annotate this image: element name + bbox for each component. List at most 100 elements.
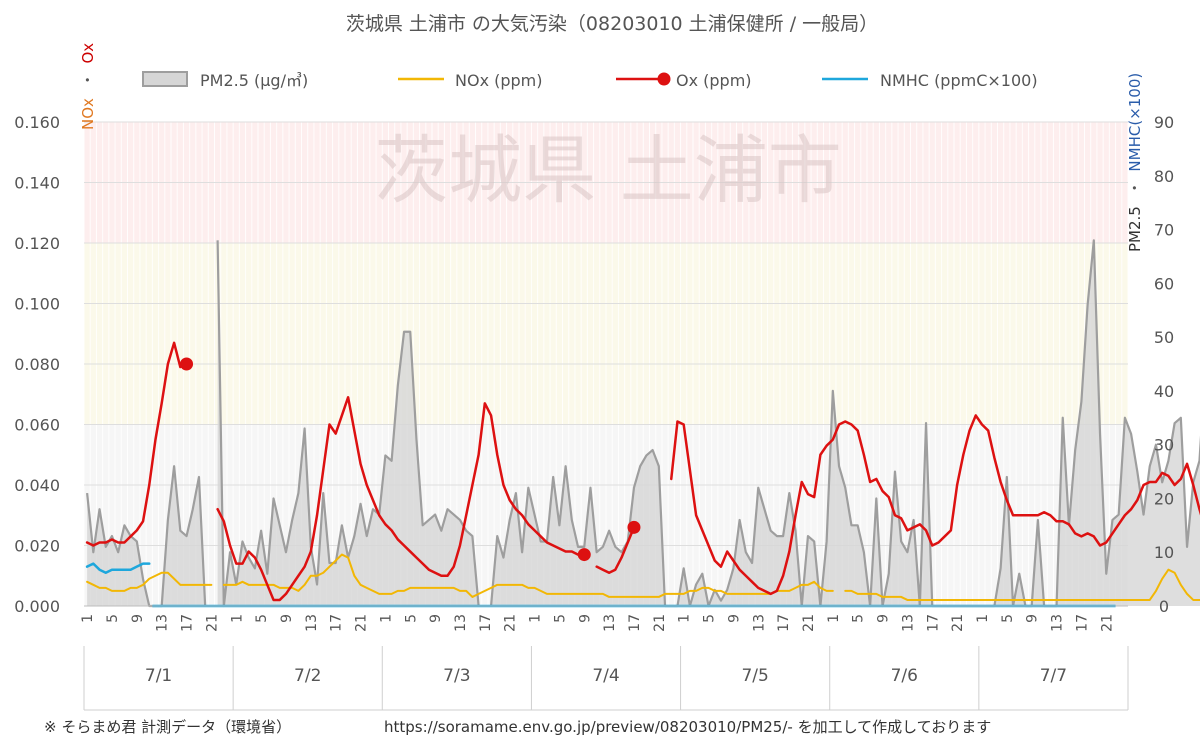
nmhc-line-0: [85, 562, 151, 574]
hour-tick-label: 13: [602, 614, 618, 632]
legend-pm25-label: PM2.5 (μg/㎥): [200, 71, 308, 90]
hour-tick-label: 21: [503, 614, 519, 632]
left-tick-label: 0.120: [14, 234, 60, 253]
right-tick-label: 0: [1159, 597, 1169, 616]
hour-tick-label: 5: [1000, 614, 1016, 623]
hour-tick-label: 13: [453, 614, 469, 632]
hour-tick-label: 13: [900, 614, 916, 632]
pm25-area-segment-2: [491, 240, 1200, 606]
ox-line-0: [85, 341, 188, 547]
ox-line-1: [216, 396, 586, 602]
day-label: 7/6: [891, 666, 918, 686]
hour-tick-label: 17: [478, 614, 494, 632]
hour-tick-label: 17: [180, 614, 196, 632]
hour-tick-label: 5: [403, 614, 419, 623]
footer-url-note: https://soramame.env.go.jp/preview/08203…: [384, 718, 991, 736]
ox-line-3: [670, 414, 1200, 596]
pm25-area-segment-1: [217, 240, 479, 606]
left-tick-label: 0.160: [14, 113, 60, 132]
hour-tick-label: 5: [105, 614, 121, 623]
right-tick-label: 30: [1154, 436, 1174, 455]
day-label: 7/5: [741, 666, 768, 686]
legend: PM2.5 (μg/㎥) NOx (ppm) Ox (ppm) NMHC (pp…: [142, 71, 1038, 90]
left-tick-label: 0.000: [14, 597, 60, 616]
hour-tick-label: 17: [627, 614, 643, 632]
chart-title: 茨城県 土浦市 の大気汚染（08203010 土浦保健所 / 一般局）: [346, 13, 878, 35]
hour-tick-label: 21: [1099, 614, 1115, 632]
hour-tick-label: 1: [975, 614, 991, 623]
day-label: 7/3: [443, 666, 470, 686]
legend-nmhc-label: NMHC (ppmC×100): [880, 71, 1038, 90]
hour-tick-label: 13: [1050, 614, 1066, 632]
hour-tick-label: 9: [726, 614, 742, 623]
left-axis-ox: Ox: [79, 43, 97, 64]
hour-tick-label: 17: [925, 614, 941, 632]
ox-marker: [577, 548, 591, 562]
legend-pm25-swatch: [142, 71, 188, 87]
right-axis-ticks: 0 10 20 30 40 50 60 70 80 90: [1154, 113, 1174, 616]
hour-tick-label: 17: [1074, 614, 1090, 632]
hour-tick-label: 5: [851, 614, 867, 623]
hour-tick-label: 21: [204, 614, 220, 632]
day-label: 7/2: [294, 666, 321, 686]
hour-tick-label: 17: [329, 614, 345, 632]
right-axis-pm25: PM2.5: [1126, 206, 1144, 252]
hour-tick-label: 1: [229, 614, 245, 623]
hour-tick-label: 1: [826, 614, 842, 623]
right-tick-label: 10: [1154, 543, 1174, 562]
ox-line-2: [595, 526, 636, 574]
left-axis-ticks: 0.000 0.020 0.040 0.060 0.080 0.100 0.120 0.140…: [14, 113, 60, 616]
right-tick-label: 80: [1154, 167, 1174, 186]
right-tick-label: 70: [1154, 221, 1174, 240]
right-axis-dot: ・: [1126, 180, 1144, 195]
x-axis: 1 5 9 13 17 21 1 5 9 13 17 21 1 5 9 13 17 21 1 5 9 13 17 21 1 5 9 1…: [80, 605, 1129, 711]
hour-tick-label: 13: [751, 614, 767, 632]
day-label: 7/4: [592, 666, 619, 686]
hour-tick-label: 1: [80, 614, 96, 623]
left-tick-label: 0.100: [14, 295, 60, 314]
ox-marker: [180, 357, 194, 371]
footer-source-note: ※ そらまめ君 計測データ（環境省）: [44, 718, 291, 736]
hour-tick-label: 9: [428, 614, 444, 623]
day-label: 7/1: [145, 666, 172, 686]
hour-tick-label: 13: [155, 614, 171, 632]
right-axis-nmhc: NMHC(×100): [1126, 73, 1144, 172]
nox-line-2: [844, 568, 1200, 601]
legend-nox-label: NOx (ppm): [455, 71, 543, 90]
hour-tick-label: 21: [354, 614, 370, 632]
left-axis-title: NOx ・ Ox: [79, 43, 97, 130]
left-tick-label: 0.020: [14, 537, 60, 556]
left-axis-nox: NOx: [79, 98, 97, 130]
hour-tick-label: 9: [279, 614, 295, 623]
day-label: 7/7: [1040, 666, 1067, 686]
left-axis-dot: ・: [79, 72, 97, 87]
nox-line-0: [86, 571, 213, 592]
left-tick-label: 0.060: [14, 416, 60, 435]
nox-line-1: [222, 553, 834, 598]
hour-tick-label: 9: [577, 614, 593, 623]
right-tick-label: 50: [1154, 328, 1174, 347]
ox-marker: [627, 520, 641, 534]
left-tick-label: 0.140: [14, 174, 60, 193]
right-tick-label: 20: [1154, 489, 1174, 508]
hour-tick-label: 1: [378, 614, 394, 623]
left-tick-label: 0.040: [14, 476, 60, 495]
hour-tick-label: 5: [702, 614, 718, 623]
right-tick-label: 40: [1154, 382, 1174, 401]
hour-tick-label: 5: [552, 614, 568, 623]
watermark-text: 茨城県 土浦市: [374, 128, 842, 214]
hour-tick-label: 9: [1025, 614, 1041, 623]
right-tick-label: 90: [1154, 113, 1174, 132]
legend-ox-marker: [657, 72, 671, 86]
hour-tick-label: 5: [254, 614, 270, 623]
hour-tick-label: 9: [130, 614, 146, 623]
hour-tick-label: 1: [528, 614, 544, 623]
hour-tick-label: 9: [876, 614, 892, 623]
hour-tick-label: 1: [677, 614, 693, 623]
hour-tick-label: 17: [776, 614, 792, 632]
pm25-line-segment-0: [86, 465, 207, 608]
right-tick-label: 60: [1154, 274, 1174, 293]
pm25-area-segment-0: [87, 466, 206, 606]
right-axis-title: PM2.5 ・ NMHC(×100): [1126, 73, 1144, 252]
